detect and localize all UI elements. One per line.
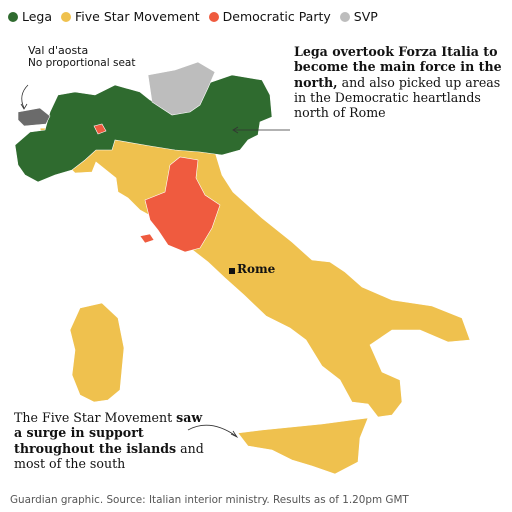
arrowhead-north bbox=[232, 126, 239, 134]
arrowhead-south bbox=[230, 430, 239, 439]
region-pd-lombardy bbox=[93, 123, 107, 135]
annotation-aosta-body: No proportional seat bbox=[28, 57, 136, 70]
legend-swatch-lega bbox=[8, 11, 18, 22]
legend-item-lega: Lega bbox=[8, 9, 52, 24]
legend-item-five-star: Five Star Movement bbox=[61, 9, 200, 24]
annotation-north-rest: and also picked up areas in the Democrat… bbox=[294, 74, 501, 121]
annotation-aosta: Val d'aosta No proportional seat bbox=[28, 44, 138, 70]
region-sicily bbox=[237, 417, 369, 475]
arrow-aosta bbox=[21, 84, 29, 109]
legend-label-democratic: Democratic Party bbox=[222, 9, 331, 24]
arrowhead-aosta bbox=[20, 103, 28, 110]
annotation-north: Lega overtook Forza Italia to become the… bbox=[294, 44, 508, 121]
footer-source: Guardian graphic. Source: Italian interi… bbox=[10, 494, 409, 506]
region-svp bbox=[147, 61, 216, 116]
rome-label: Rome bbox=[237, 262, 276, 276]
legend-item-svp: SVP bbox=[339, 9, 378, 24]
legend-label-five-star: Five Star Movement bbox=[75, 9, 200, 24]
region-pd-coast bbox=[139, 233, 155, 244]
rome-marker bbox=[229, 268, 235, 274]
annotation-south: The Five Star Movement saw a surge in su… bbox=[14, 410, 204, 471]
legend-label-lega: Lega bbox=[22, 9, 53, 24]
region-lega-north bbox=[14, 74, 273, 183]
region-val-daosta bbox=[17, 107, 51, 127]
legend-item-democratic: Democratic Party bbox=[208, 9, 331, 24]
legend-swatch-democratic bbox=[208, 11, 219, 22]
region-pd-tuscany bbox=[144, 156, 221, 253]
arrow-south bbox=[187, 424, 237, 437]
annotation-aosta-title: Val d'aosta bbox=[28, 44, 89, 57]
legend-swatch-five-star bbox=[61, 11, 72, 22]
legend-swatch-svp bbox=[339, 11, 350, 22]
annotation-north-bold: Lega overtook Forza Italia to become the… bbox=[294, 44, 502, 90]
annotation-south-post: and most of the south bbox=[14, 440, 204, 472]
legend-label-svp: SVP bbox=[353, 9, 378, 24]
legend: Lega Five Star Movement Democratic Party… bbox=[8, 9, 387, 24]
annotation-south-bold: saw a surge in support throughout the is… bbox=[14, 410, 203, 456]
annotation-south-pre: The Five Star Movement bbox=[14, 410, 177, 425]
region-sardinia bbox=[69, 302, 125, 403]
